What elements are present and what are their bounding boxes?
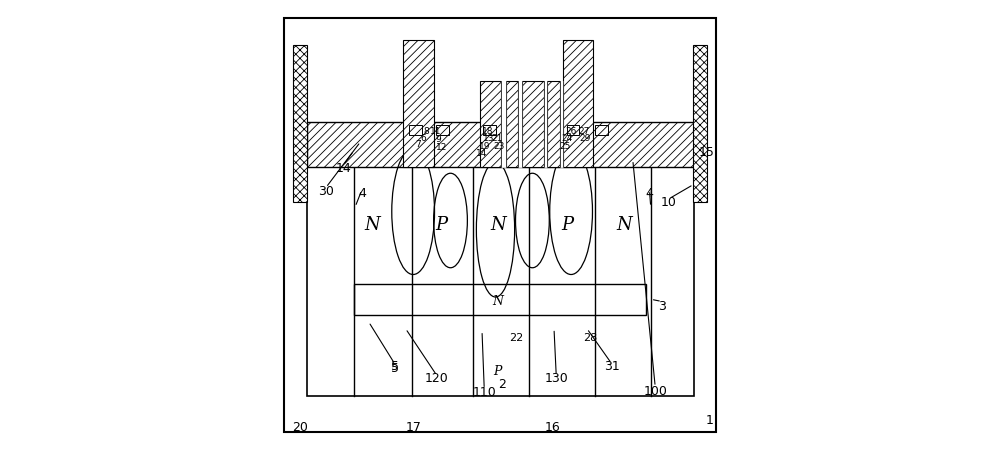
Bar: [506, 81, 518, 166]
Text: 30: 30: [318, 185, 334, 198]
Bar: [522, 81, 544, 166]
Text: N: N: [490, 216, 506, 234]
Text: 4: 4: [358, 187, 366, 200]
Text: 18: 18: [482, 127, 493, 136]
Text: 9: 9: [435, 135, 441, 144]
Text: P: P: [435, 216, 448, 234]
Bar: [409, 125, 422, 135]
Bar: [354, 284, 646, 315]
Text: 31: 31: [604, 360, 619, 373]
Text: 5: 5: [391, 360, 399, 373]
Text: 16: 16: [545, 421, 561, 434]
Bar: [436, 125, 449, 135]
Text: 13: 13: [483, 134, 495, 143]
Text: 100: 100: [643, 385, 667, 398]
Text: 14: 14: [336, 162, 351, 175]
Text: 28: 28: [583, 333, 597, 343]
Text: 5: 5: [391, 363, 399, 375]
Text: 22: 22: [509, 333, 523, 343]
Text: 10: 10: [661, 196, 677, 209]
Text: 14: 14: [476, 149, 488, 158]
Text: 110: 110: [472, 386, 496, 399]
Text: 1: 1: [705, 414, 713, 427]
Bar: [544, 81, 547, 166]
Text: 21: 21: [492, 134, 503, 143]
Text: 3: 3: [658, 300, 666, 312]
Text: 19: 19: [479, 142, 491, 151]
Text: N: N: [364, 216, 380, 234]
Text: 12: 12: [436, 143, 447, 152]
Bar: [403, 40, 434, 166]
Text: 23: 23: [493, 142, 504, 151]
Text: 130: 130: [544, 373, 568, 385]
Text: 24: 24: [561, 134, 572, 143]
Text: P: P: [494, 365, 502, 378]
Text: N: N: [616, 216, 632, 234]
Bar: [567, 125, 579, 135]
Text: 7: 7: [415, 140, 421, 149]
Text: 29: 29: [579, 134, 591, 143]
Text: 25: 25: [560, 142, 571, 151]
Bar: [595, 125, 608, 135]
Text: 4: 4: [645, 187, 653, 200]
Text: 120: 120: [425, 373, 449, 385]
Bar: [563, 40, 593, 166]
Text: 6: 6: [420, 134, 426, 143]
Text: 2: 2: [498, 378, 506, 391]
Bar: [693, 45, 707, 202]
Bar: [547, 81, 560, 166]
Text: 20: 20: [292, 421, 308, 434]
Text: 8: 8: [423, 127, 429, 136]
Text: 27: 27: [578, 127, 589, 136]
Text: P: P: [561, 216, 574, 234]
Text: 26: 26: [565, 127, 576, 136]
Text: 17: 17: [406, 421, 422, 434]
Bar: [306, 153, 694, 396]
Text: 11: 11: [430, 127, 442, 136]
Bar: [560, 81, 563, 166]
Bar: [293, 45, 307, 202]
Bar: [518, 81, 522, 166]
Text: 15: 15: [699, 147, 715, 159]
Text: N: N: [492, 295, 503, 308]
Bar: [306, 122, 694, 166]
Bar: [501, 81, 506, 166]
Bar: [480, 81, 501, 166]
Bar: [483, 125, 496, 135]
